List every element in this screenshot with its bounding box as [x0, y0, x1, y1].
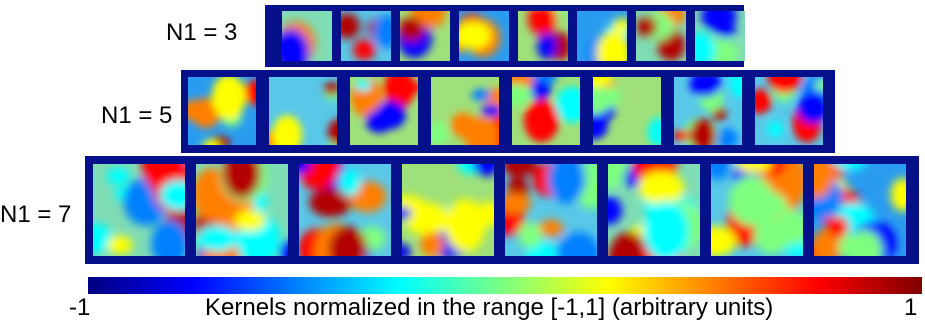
kernel-tile — [400, 11, 450, 61]
colorbar — [88, 277, 922, 294]
kernel-tile — [341, 11, 391, 61]
kernel-tile — [518, 11, 568, 61]
kernel-tile — [755, 77, 823, 145]
kernel-tile — [711, 164, 803, 256]
kernel-tile — [636, 11, 686, 61]
kernel-tile — [577, 11, 627, 61]
kernel-tile — [402, 164, 494, 256]
colorbar-max-label: 1 — [904, 294, 918, 321]
kernel-tile — [814, 164, 906, 256]
colorbar-min-label: -1 — [69, 294, 91, 321]
kernel-tile — [299, 164, 391, 256]
kernel-tile — [196, 164, 288, 256]
kernel-tile — [674, 77, 742, 145]
kernel-tile — [512, 77, 580, 145]
row-label-n1-7: N1 = 7 — [0, 201, 72, 228]
kernel-tile — [269, 77, 337, 145]
kernel-tile — [350, 77, 418, 145]
kernel-tile — [188, 77, 256, 145]
kernel-tile — [593, 77, 661, 145]
row-label-n1-5: N1 = 5 — [101, 102, 173, 129]
kernel-tile — [282, 11, 332, 61]
kernel-tile — [505, 164, 597, 256]
kernel-tile — [459, 11, 509, 61]
kernel-tile — [695, 11, 745, 61]
kernel-tile — [93, 164, 185, 256]
kernel-tile — [431, 77, 499, 145]
kernel-tile — [608, 164, 700, 256]
row-label-n1-3: N1 = 3 — [166, 19, 238, 46]
colorbar-caption: Kernels normalized in the range [-1,1] (… — [205, 294, 774, 321]
